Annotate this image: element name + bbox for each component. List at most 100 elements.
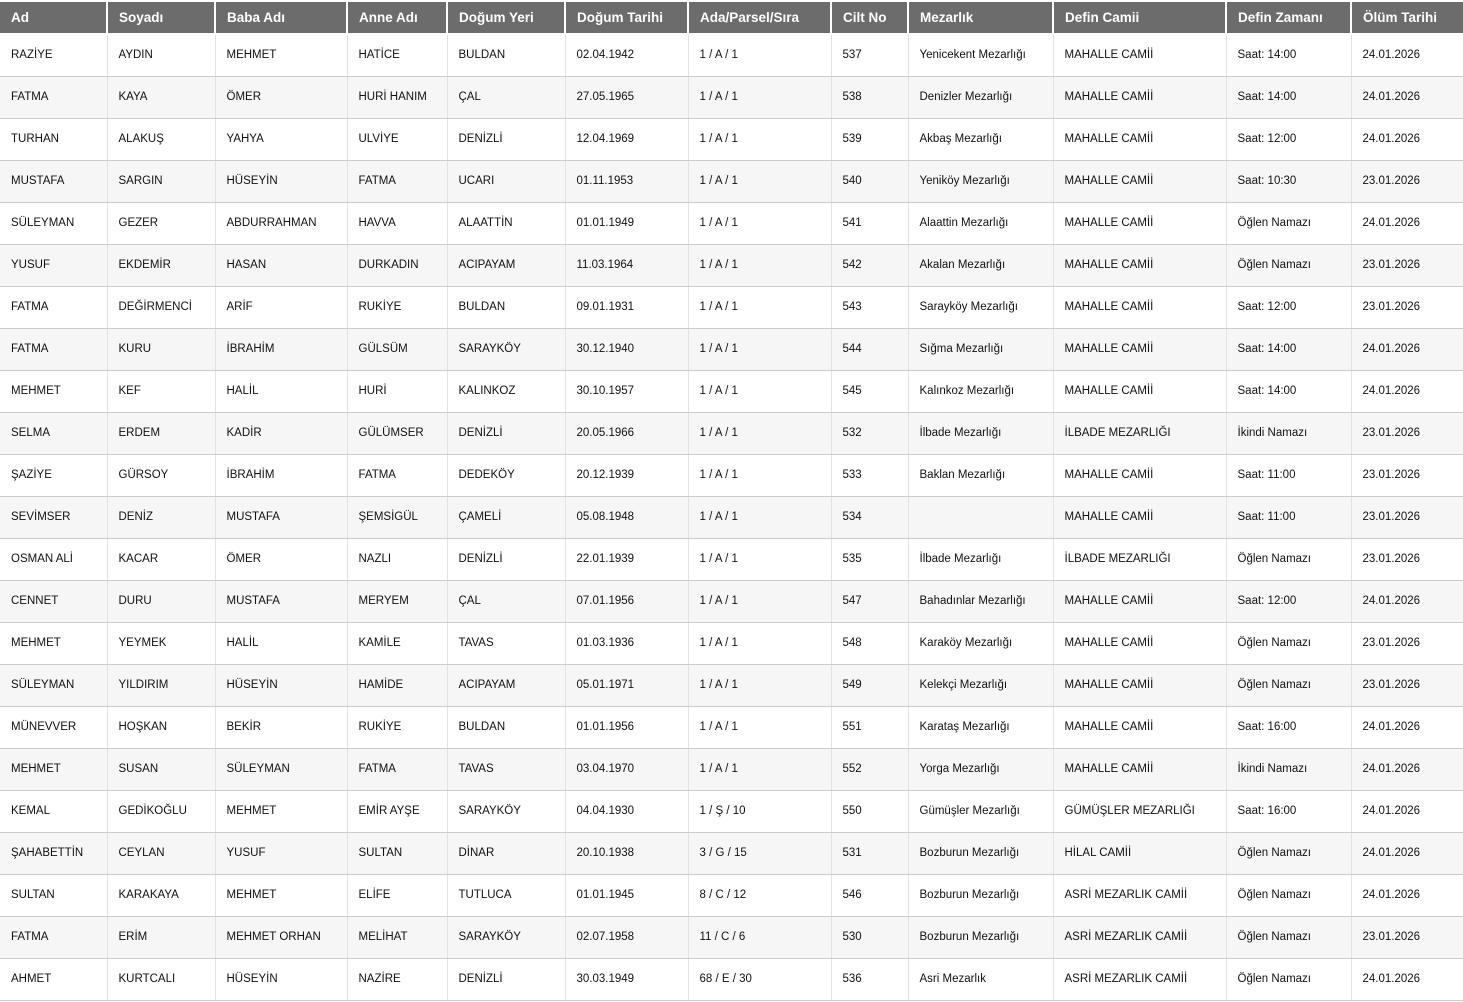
column-header-cilt_no: Cilt No xyxy=(831,0,909,35)
cell-baba_adi: HÜSEYİN xyxy=(215,664,348,707)
cell-dogum_yeri: SARAYKÖY xyxy=(447,328,566,371)
cell-defin_zamani: Saat: 14:00 xyxy=(1226,370,1352,413)
cell-defin_zamani: Öğlen Namazı xyxy=(1226,202,1352,245)
cell-defin_zamani: Öğlen Namazı xyxy=(1226,244,1352,287)
cell-baba_adi: HÜSEYİN xyxy=(215,160,348,203)
cell-ad: FATMA xyxy=(0,916,108,959)
cell-defin_zamani: Saat: 16:00 xyxy=(1226,706,1352,749)
table-row: MÜNEVVER HOŞKAN BEKİR RUKİYE BULDAN 01.01.195… xyxy=(0,706,1463,749)
cell-olum_tarihi: 23.01.2026 xyxy=(1351,496,1463,539)
cell-dogum_tarihi: 02.07.1958 xyxy=(565,916,689,959)
cell-defin_camii: MAHALLE CAMİİ xyxy=(1053,580,1227,623)
cell-mezarlik: Alaattin Mezarlığı xyxy=(908,202,1054,245)
cell-defin_zamani: Öğlen Namazı xyxy=(1226,664,1352,707)
cell-mezarlik: Kalınkoz Mezarlığı xyxy=(908,370,1054,413)
cell-defin_zamani: Saat: 12:00 xyxy=(1226,286,1352,329)
cell-anne_adi: DURKADIN xyxy=(347,244,448,287)
cell-defin_camii: İLBADE MEZARLIĞI xyxy=(1053,412,1227,455)
table-row: SÜLEYMAN GEZER ABDURRAHMAN HAVVA ALAATTİN 01.… xyxy=(0,202,1463,245)
cell-baba_adi: MEHMET xyxy=(215,790,348,833)
cell-cilt_no: 546 xyxy=(831,874,909,917)
cell-defin_camii: MAHALLE CAMİİ xyxy=(1053,76,1227,119)
cell-ada_parsel_sira: 1 / A / 1 xyxy=(688,244,832,287)
column-header-ad: Ad xyxy=(0,0,108,35)
column-header-soyadi: Soyadı xyxy=(107,0,216,35)
cell-ada_parsel_sira: 1 / A / 1 xyxy=(688,118,832,161)
cell-baba_adi: MUSTAFA xyxy=(215,496,348,539)
cell-defin_camii: MAHALLE CAMİİ xyxy=(1053,328,1227,371)
cell-cilt_no: 536 xyxy=(831,958,909,1001)
cell-defin_camii: MAHALLE CAMİİ xyxy=(1053,454,1227,497)
cell-dogum_yeri: UCARI xyxy=(447,160,566,203)
cell-dogum_yeri: ÇAMELİ xyxy=(447,496,566,539)
cell-soyadi: ALAKUŞ xyxy=(107,118,216,161)
cell-defin_zamani: Saat: 16:00 xyxy=(1226,790,1352,833)
cell-defin_zamani: Saat: 12:00 xyxy=(1226,118,1352,161)
cell-baba_adi: MEHMET ORHAN xyxy=(215,916,348,959)
cell-soyadi: DENİZ xyxy=(107,496,216,539)
cell-soyadi: KAYA xyxy=(107,76,216,119)
cell-ad: MÜNEVVER xyxy=(0,706,108,749)
cell-dogum_yeri: DEDEKÖY xyxy=(447,454,566,497)
cell-anne_adi: ELİFE xyxy=(347,874,448,917)
cell-soyadi: YILDIRIM xyxy=(107,664,216,707)
cell-baba_adi: ABDURRAHMAN xyxy=(215,202,348,245)
cell-defin_zamani: Öğlen Namazı xyxy=(1226,874,1352,917)
cell-dogum_tarihi: 01.01.1956 xyxy=(565,706,689,749)
table-row: MEHMET YEYMEK HALİL KAMİLE TAVAS 01.03.1936 1 … xyxy=(0,622,1463,665)
column-header-ada_parsel_sira: Ada/Parsel/Sıra xyxy=(688,0,832,35)
table-row: SULTAN KARAKAYA MEHMET ELİFE TUTLUCA 01.01.19… xyxy=(0,874,1463,917)
cell-mezarlik: Bozburun Mezarlığı xyxy=(908,916,1054,959)
cell-anne_adi: FATMA xyxy=(347,160,448,203)
cell-olum_tarihi: 23.01.2026 xyxy=(1351,160,1463,203)
cell-dogum_yeri: TUTLUCA xyxy=(447,874,566,917)
cell-mezarlik: Yeniköy Mezarlığı xyxy=(908,160,1054,203)
table-row: ŞAHABETTİN CEYLAN YUSUF SULTAN DİNAR 20.10.19… xyxy=(0,832,1463,875)
table-row: SÜLEYMAN YILDIRIM HÜSEYİN HAMİDE ACIPAYAM 05.… xyxy=(0,664,1463,707)
cell-dogum_tarihi: 07.01.1956 xyxy=(565,580,689,623)
cell-dogum_yeri: DİNAR xyxy=(447,832,566,875)
cell-cilt_no: 545 xyxy=(831,370,909,413)
cell-dogum_tarihi: 01.01.1945 xyxy=(565,874,689,917)
cell-ada_parsel_sira: 1 / Ş / 10 xyxy=(688,790,832,833)
cell-soyadi: AYDIN xyxy=(107,34,216,77)
column-header-defin_camii: Defin Camii xyxy=(1053,0,1227,35)
cell-mezarlik: Baklan Mezarlığı xyxy=(908,454,1054,497)
cell-anne_adi: ŞEMSİGÜL xyxy=(347,496,448,539)
cell-olum_tarihi: 23.01.2026 xyxy=(1351,244,1463,287)
cell-anne_adi: FATMA xyxy=(347,454,448,497)
cell-ada_parsel_sira: 3 / G / 15 xyxy=(688,832,832,875)
cell-defin_zamani: Saat: 14:00 xyxy=(1226,34,1352,77)
cell-ad: MEHMET xyxy=(0,622,108,665)
cell-olum_tarihi: 23.01.2026 xyxy=(1351,622,1463,665)
cell-mezarlik: Gümüşler Mezarlığı xyxy=(908,790,1054,833)
cell-cilt_no: 543 xyxy=(831,286,909,329)
cell-cilt_no: 542 xyxy=(831,244,909,287)
cell-cilt_no: 541 xyxy=(831,202,909,245)
cell-ad: CENNET xyxy=(0,580,108,623)
cell-ad: YUSUF xyxy=(0,244,108,287)
table-row: KEMAL GEDİKOĞLU MEHMET EMİR AYŞE SARAYKÖY 04.… xyxy=(0,790,1463,833)
cell-defin_camii: MAHALLE CAMİİ xyxy=(1053,34,1227,77)
cell-anne_adi: RUKİYE xyxy=(347,706,448,749)
cell-ad: SULTAN xyxy=(0,874,108,917)
cell-olum_tarihi: 23.01.2026 xyxy=(1351,454,1463,497)
cell-defin_zamani: Öğlen Namazı xyxy=(1226,538,1352,581)
cell-mezarlik xyxy=(908,496,1054,539)
column-header-anne_adi: Anne Adı xyxy=(347,0,448,35)
table-row: SELMA ERDEM KADİR GÜLÜMSER DENİZLİ 20.05.1966… xyxy=(0,412,1463,455)
cell-baba_adi: BEKİR xyxy=(215,706,348,749)
cell-anne_adi: GÜLSÜM xyxy=(347,328,448,371)
cell-soyadi: GEDİKOĞLU xyxy=(107,790,216,833)
table-row: MUSTAFA SARGIN HÜSEYİN FATMA UCARI 01.11.1953… xyxy=(0,160,1463,203)
cell-anne_adi: MELİHAT xyxy=(347,916,448,959)
cell-dogum_yeri: DENİZLİ xyxy=(447,118,566,161)
cell-dogum_yeri: ÇAL xyxy=(447,76,566,119)
cell-defin_zamani: Öğlen Namazı xyxy=(1226,622,1352,665)
cell-ada_parsel_sira: 1 / A / 1 xyxy=(688,412,832,455)
cell-olum_tarihi: 23.01.2026 xyxy=(1351,916,1463,959)
cell-mezarlik: Karaköy Mezarlığı xyxy=(908,622,1054,665)
cell-soyadi: YEYMEK xyxy=(107,622,216,665)
cell-dogum_tarihi: 20.05.1966 xyxy=(565,412,689,455)
cell-defin_camii: ASRİ MEZARLIK CAMİİ xyxy=(1053,916,1227,959)
